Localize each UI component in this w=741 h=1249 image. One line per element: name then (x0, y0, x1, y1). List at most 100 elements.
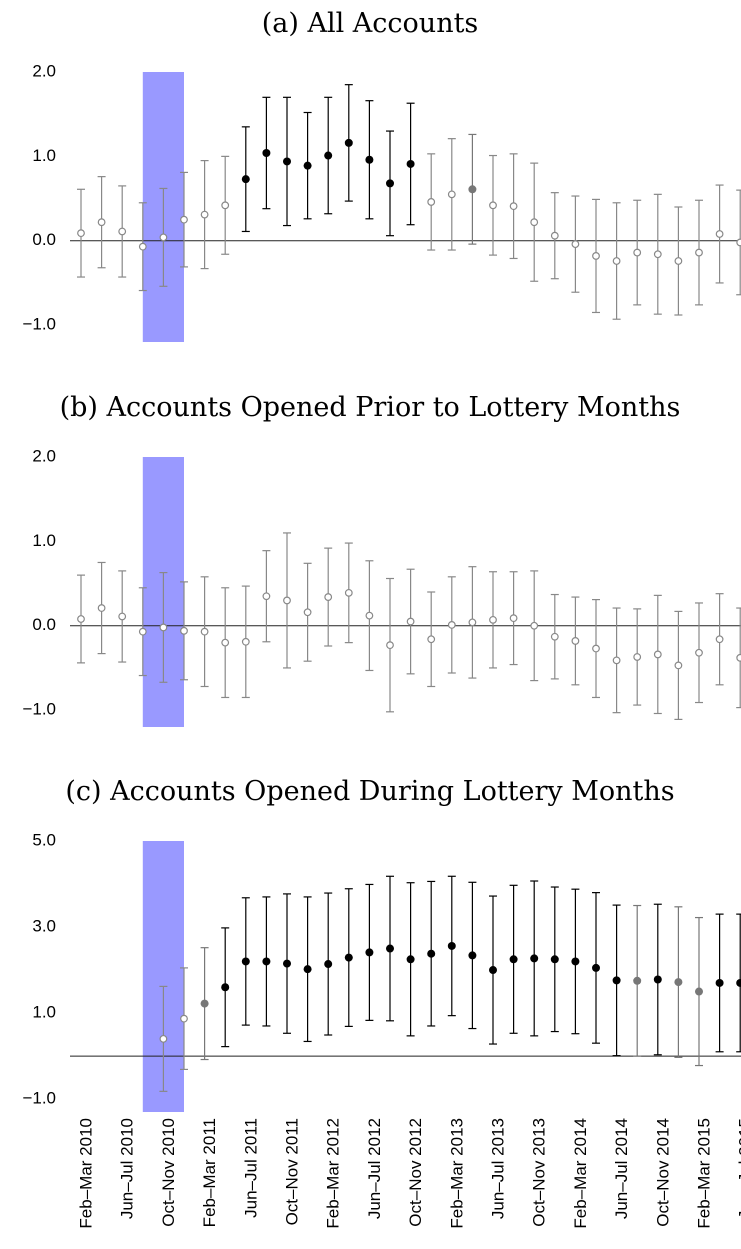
point (612, 257, 621, 265)
x-tick-label: Oct–Nov 2010 (159, 1118, 178, 1227)
point (427, 949, 436, 958)
point (138, 242, 147, 251)
point (138, 627, 147, 636)
x-tick-label: Feb–Mar 2014 (571, 1118, 590, 1229)
panel-title: (b) Accounts Opened Prior to Lottery Mon… (60, 392, 681, 423)
point (283, 157, 291, 166)
y-tick-label: 5.0 (32, 830, 56, 849)
x-tick-label: Oct–Nov 2012 (406, 1118, 425, 1227)
point (344, 953, 353, 962)
point (653, 250, 662, 259)
point (200, 999, 209, 1008)
y-tick-label: 1.0 (32, 1003, 56, 1022)
point (695, 248, 703, 257)
x-tick-label: Jun–Jul 2013 (488, 1118, 507, 1219)
point (468, 951, 477, 960)
point (118, 612, 127, 621)
point (159, 623, 168, 632)
point (530, 218, 539, 227)
x-tick-label: Jun–Jul 2014 (612, 1118, 631, 1219)
point (447, 621, 456, 629)
point (344, 588, 353, 597)
x-tick-label: Feb–Mar 2012 (324, 1118, 343, 1229)
x-tick-label: Oct–Nov 2014 (653, 1118, 672, 1227)
point (633, 976, 642, 985)
point (241, 637, 250, 646)
point (97, 604, 106, 612)
point (406, 955, 415, 964)
point (200, 627, 209, 636)
point (509, 202, 518, 211)
point (180, 626, 188, 635)
point (530, 621, 539, 630)
point (159, 1034, 168, 1043)
point (77, 615, 85, 623)
point (695, 648, 703, 657)
point (550, 632, 559, 641)
point (489, 966, 497, 975)
point (674, 661, 683, 670)
point (221, 638, 230, 647)
y-tick-label: −1.0 (22, 315, 56, 334)
y-tick-label: −1.0 (22, 700, 56, 719)
point (406, 617, 415, 626)
y-tick-label: 0.0 (32, 615, 56, 634)
point (736, 653, 741, 662)
point (736, 238, 741, 247)
point (653, 975, 662, 984)
point (365, 948, 374, 957)
x-tick-label: Jun–Jul 2010 (118, 1118, 137, 1219)
point (180, 215, 188, 224)
point (509, 955, 518, 964)
point (386, 179, 394, 188)
point (221, 201, 230, 210)
x-tick-label: Jun–Jul 2012 (365, 1118, 384, 1219)
point (118, 227, 127, 236)
y-tick-label: 2.0 (32, 61, 56, 80)
y-tick-label: 1.0 (32, 531, 56, 550)
x-tick-label: Oct–Nov 2013 (530, 1118, 549, 1227)
x-tick-label: Feb–Mar 2013 (447, 1118, 466, 1229)
point (715, 978, 724, 987)
point (77, 229, 85, 238)
point (674, 257, 683, 265)
point (736, 978, 741, 987)
point (241, 175, 250, 184)
point (262, 592, 271, 601)
point (592, 644, 600, 653)
panel-title: (a) All Accounts (262, 8, 479, 39)
point (571, 957, 580, 966)
point (365, 155, 374, 164)
x-tick-label: Feb–Mar 2015 (694, 1118, 713, 1229)
point (489, 615, 497, 624)
point (262, 957, 271, 966)
point (571, 637, 580, 645)
point (674, 978, 683, 987)
point (468, 185, 477, 194)
y-tick-label: 0.0 (32, 230, 56, 249)
point (324, 593, 333, 601)
point (633, 653, 642, 661)
point (571, 240, 580, 249)
y-tick-label: 3.0 (32, 917, 56, 936)
point (509, 614, 518, 623)
point (324, 151, 333, 160)
x-tick-label: Jun–Jul 2011 (241, 1118, 260, 1218)
point (592, 252, 600, 260)
y-tick-label: 2.0 (32, 446, 56, 465)
point (427, 198, 436, 206)
point (283, 596, 291, 605)
point (715, 635, 724, 644)
point (386, 641, 394, 650)
point (468, 618, 477, 627)
point (489, 201, 497, 210)
point (386, 944, 394, 953)
point (406, 159, 415, 168)
point (180, 1014, 188, 1023)
point (447, 941, 456, 950)
point (550, 955, 559, 964)
point (241, 957, 250, 966)
point (221, 983, 230, 992)
point (200, 210, 209, 219)
panel-title: (c) Accounts Opened During Lottery Month… (65, 776, 674, 807)
